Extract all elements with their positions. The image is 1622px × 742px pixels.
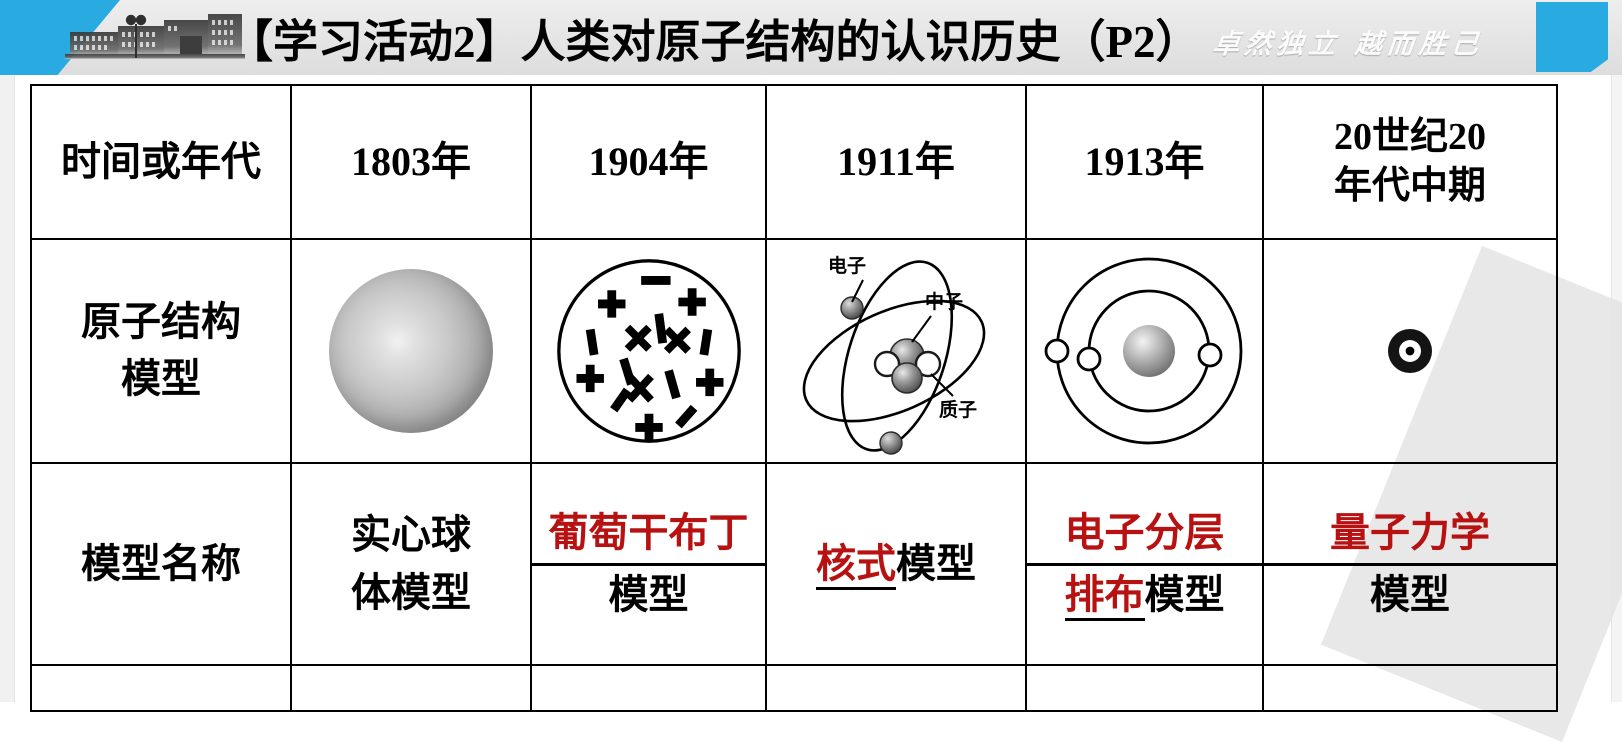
- partial-cell-0: [30, 664, 292, 712]
- model-name-value: 电子分层 排布模型: [1027, 504, 1262, 624]
- era-cell-1803: 1803年: [290, 84, 532, 240]
- model-cell-solid-sphere: [290, 238, 532, 464]
- era-cell-1911: 1911年: [765, 84, 1027, 240]
- model-cell-bohr: [1025, 238, 1264, 464]
- model-name-line1-highlight: 电子分层: [1027, 504, 1262, 566]
- era-value: 20世纪20 年代中期: [1264, 113, 1556, 210]
- model-name-line2-highlight: 排布: [1064, 572, 1145, 621]
- figure-wrap: [292, 240, 530, 462]
- model-name-value: 实心球 体模型: [292, 506, 530, 622]
- solid-sphere-model-icon: [329, 269, 493, 433]
- era-value: 1904年: [588, 139, 709, 185]
- partial-cell-2: [530, 664, 767, 712]
- row-label-model-name: 模型名称: [81, 540, 241, 586]
- partial-cell-3: [765, 664, 1027, 712]
- atomic-model-history-table: 时间或年代 1803年 1904年 1911年 1913年 20世纪20 年代中…: [30, 84, 1558, 712]
- school-building-icon: [65, 14, 245, 59]
- model-name-line2-suffix: 模型: [1144, 572, 1225, 617]
- model-name-line2: 体模型: [351, 570, 471, 615]
- header-right-cyan-shape: [1536, 2, 1608, 72]
- era-value-line1: 20世纪20: [1333, 116, 1486, 159]
- name-cell-nuclear: 核式模型: [765, 462, 1027, 666]
- table-row-partial-next: [30, 664, 1558, 712]
- row-label-model-line1: 原子结构: [81, 299, 241, 345]
- school-motto-watermark: 卓然独立 越而胜己: [1211, 29, 1485, 60]
- figure-wrap: [532, 240, 765, 462]
- figure-wrap: [1264, 240, 1556, 462]
- model-name-highlight: 核式: [816, 541, 896, 590]
- model-name-line1-highlight: 葡萄干布丁: [532, 504, 765, 566]
- name-cell-quantum: 量子力学 模型: [1262, 462, 1558, 666]
- row-header-model: 原子结构 模型: [30, 238, 292, 464]
- model-name-value: 葡萄干布丁 模型: [532, 504, 765, 624]
- label-neutron: 中子: [925, 290, 963, 313]
- era-value: 1911年: [837, 139, 955, 185]
- model-name-line2: 模型: [1370, 572, 1450, 617]
- model-name-value: 核式模型: [767, 535, 1025, 593]
- row-header-era: 时间或年代: [30, 84, 292, 240]
- era-value-line2: 年代中期: [1333, 165, 1486, 207]
- row-label-era: 时间或年代: [61, 138, 261, 184]
- figure-wrap: 电子 中子 质子: [767, 240, 1025, 462]
- table-row-model-name: 模型名称 实心球 体模型 葡萄干布丁 模型 核式模型 电子分层 排布模型: [30, 462, 1558, 666]
- partial-cell-4: [1025, 664, 1264, 712]
- bohr-shell-model-icon: [1044, 257, 1242, 445]
- row-header-model-name: 模型名称: [30, 462, 292, 666]
- era-cell-1904: 1904年: [530, 84, 767, 240]
- era-value: 1803年: [351, 139, 471, 185]
- figure-wrap: [1027, 240, 1262, 462]
- era-cell-1913: 1913年: [1025, 84, 1264, 240]
- model-name-line1: 实心球: [351, 512, 471, 557]
- era-value: 1913年: [1084, 139, 1205, 185]
- page-left-margin: [0, 75, 15, 702]
- page-right-margin: [1611, 75, 1622, 702]
- model-cell-rutherford: 电子 中子 质子: [765, 238, 1027, 464]
- row-label-model: 原子结构 模型: [32, 294, 290, 408]
- name-cell-solid-sphere: 实心球 体模型: [290, 462, 532, 666]
- table-row-model-figures: 原子结构 模型: [30, 238, 1558, 464]
- era-cell-1920s: 20世纪20 年代中期: [1262, 84, 1558, 240]
- name-cell-shell-arrangement: 电子分层 排布模型: [1025, 462, 1264, 666]
- quantum-electron-cloud-model-icon: [1308, 249, 1512, 453]
- label-electron: 电子: [828, 254, 866, 277]
- label-proton: 质子: [939, 399, 977, 421]
- model-cell-electron-cloud: [1262, 238, 1558, 464]
- partial-cell-1: [290, 664, 532, 712]
- plum-pudding-model-icon: [556, 259, 741, 443]
- model-name-line2: 模型: [608, 572, 689, 617]
- model-name-line2: 排布模型: [1027, 566, 1262, 624]
- model-name-value: 量子力学 模型: [1264, 504, 1556, 624]
- model-name-line1-highlight: 量子力学: [1264, 504, 1556, 566]
- model-cell-plum-pudding: [530, 238, 767, 464]
- rutherford-nuclear-model-icon: 电子 中子 质子: [802, 254, 986, 455]
- row-label-model-line2: 模型: [121, 356, 201, 401]
- page-title: 【学习活动2】人类对原子结构的认识历史（P2）: [228, 17, 1201, 67]
- table-row-era: 时间或年代 1803年 1904年 1911年 1913年 20世纪20 年代中…: [30, 84, 1558, 240]
- partial-cell-5: [1262, 664, 1558, 712]
- model-name-suffix: 模型: [896, 541, 976, 586]
- header-banner: 【学习活动2】人类对原子结构的认识历史（P2） 卓然独立 越而胜己: [0, 0, 1622, 75]
- name-cell-plum-pudding: 葡萄干布丁 模型: [530, 462, 767, 666]
